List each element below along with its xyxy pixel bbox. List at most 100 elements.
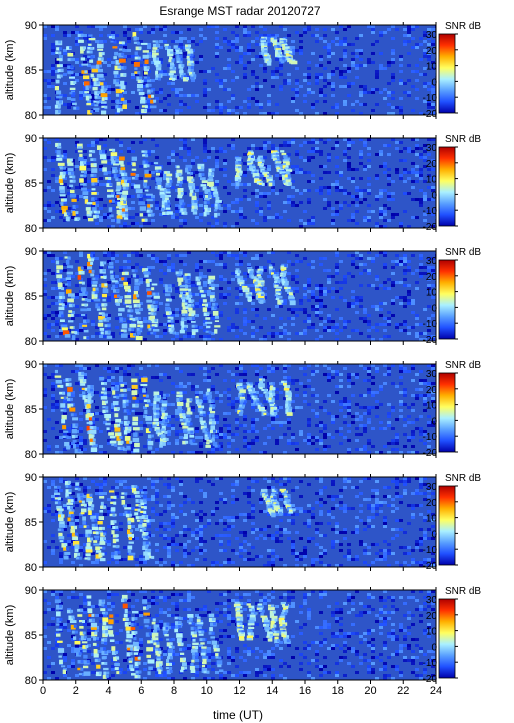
colorbar-tick-label: -20 — [423, 222, 438, 233]
echo-structure-3 — [235, 263, 296, 306]
colorbar-tick-label: 30 — [426, 595, 438, 606]
colorbar-tick-label: 10 — [426, 175, 438, 186]
x-tick-label: 6 — [138, 685, 144, 697]
colorbar-tick-label: 0 — [431, 77, 437, 88]
y-tick-label: 90 — [25, 20, 37, 32]
y-axis-label: altitude (km) — [4, 153, 16, 214]
colorbar-tick-label: 0 — [431, 303, 437, 314]
y-axis-label: altitude (km) — [4, 492, 16, 553]
x-tick-label: 24 — [430, 685, 442, 697]
radar-panel-2: 80 85 90 altitude (km) SNR dB 30 20 10 0 -10 -20 — [4, 133, 481, 235]
colorbar-tick-label: -10 — [423, 658, 438, 669]
echo-structure-2 — [151, 40, 197, 82]
x-ticks — [42, 22, 437, 119]
colorbar-tick-label: 10 — [426, 288, 438, 299]
echo-structure-1 — [55, 253, 157, 341]
colorbar: SNR dB 30 20 10 0 -10 -20 — [423, 473, 482, 572]
radar-panel-4: 80 85 90 altitude (km) SNR dB 30 20 10 0 -10 -20 — [4, 359, 481, 461]
colorbar-tick-label: 20 — [426, 498, 438, 509]
y-tick-label: 90 — [25, 472, 37, 484]
colorbar-tick-label: 30 — [426, 143, 438, 154]
echo-structure-2 — [260, 488, 296, 518]
y-tick-label: 85 — [25, 178, 37, 190]
x-tick-label: 18 — [332, 685, 344, 697]
colorbar-label: SNR dB — [445, 21, 481, 32]
radar-panel-3: 80 85 90 altitude (km) SNR dB 30 20 10 0 -10 -20 — [4, 246, 481, 348]
y-ticks: 80 85 90 — [25, 472, 43, 574]
x-axis-label: time (UT) — [213, 708, 263, 722]
colorbar-tick-label: -10 — [423, 545, 438, 556]
radar-panel-1: 80 85 90 altitude (km) SNR dB 30 20 10 0 -10 -20 — [4, 20, 481, 122]
colorbar-label: SNR dB — [445, 134, 481, 145]
colorbar-tick-label: -20 — [423, 561, 438, 572]
y-tick-label: 80 — [25, 449, 37, 461]
colorbar: SNR dB 30 20 10 0 -10 -20 — [423, 360, 482, 459]
colorbar-tick-label: -20 — [423, 448, 438, 459]
colorbar-tick-label: 30 — [426, 482, 438, 493]
echo-structure-2 — [153, 162, 222, 218]
colorbar: SNR dB 30 20 10 0 -10 -20 — [423, 247, 482, 346]
colorbar-tick-label: 30 — [426, 369, 438, 380]
y-tick-label: 85 — [25, 630, 37, 642]
x-tick-label: 20 — [364, 685, 376, 697]
y-ticks: 80 85 90 — [25, 20, 43, 122]
y-ticks: 80 85 90 — [25, 359, 43, 461]
y-tick-label: 90 — [25, 359, 37, 371]
x-tick-label: 2 — [73, 685, 79, 697]
colorbar-tick-label: 20 — [426, 272, 438, 283]
echo-structure-3 — [234, 150, 293, 187]
snr-field — [43, 590, 436, 680]
y-tick-label: 80 — [25, 110, 37, 122]
echo-structure-3 — [233, 601, 291, 644]
x-tick-label: 0 — [40, 685, 46, 697]
snr-field — [43, 477, 436, 567]
colorbar-tick-label: 30 — [426, 30, 438, 41]
colorbar-label: SNR dB — [445, 247, 481, 258]
colorbar-tick-label: 0 — [431, 416, 437, 427]
x-tick-label: 10 — [201, 685, 213, 697]
colorbar-gradient — [438, 146, 456, 227]
colorbar-tick-label: 10 — [426, 62, 438, 73]
colorbar: SNR dB 30 20 10 0 -10 -20 — [423, 134, 482, 233]
y-tick-label: 80 — [25, 223, 37, 235]
echo-structure-2 — [151, 613, 224, 675]
y-tick-label: 85 — [25, 517, 37, 529]
x-tick-label: 12 — [233, 685, 245, 697]
echo-structure-1 — [55, 142, 154, 224]
echo-structure-1 — [54, 32, 157, 115]
colorbar-tick-label: 30 — [426, 256, 438, 267]
x-ticks — [42, 135, 437, 232]
x-tick-label: 16 — [299, 685, 311, 697]
colorbar-tick-label: 0 — [431, 529, 437, 540]
y-tick-label: 80 — [25, 562, 37, 574]
x-tick-label: 22 — [397, 685, 409, 697]
figure-title: Esrange MST radar 20120727 — [159, 4, 321, 18]
echo-structure-3 — [260, 36, 298, 66]
colorbar-tick-label: 10 — [426, 401, 438, 412]
radar-panel-5: 80 85 90 altitude (km) SNR dB 30 20 10 0 -10 -20 — [4, 472, 481, 574]
y-tick-label: 80 — [25, 675, 37, 687]
colorbar: SNR dB 30 20 10 0 -10 -20 — [423, 21, 482, 120]
snr-field — [43, 251, 436, 341]
echo-structure-1 — [54, 369, 154, 454]
echo-structure-3 — [236, 378, 293, 417]
snr-field — [43, 138, 436, 228]
y-ticks: 80 85 90 — [25, 133, 43, 235]
y-tick-label: 90 — [25, 246, 37, 258]
echo-structure-2 — [152, 388, 221, 448]
colorbar-tick-label: -20 — [423, 109, 438, 120]
colorbar-tick-label: 20 — [426, 46, 438, 57]
colorbar-tick-label: 20 — [426, 385, 438, 396]
colorbar-tick-label: -10 — [423, 93, 438, 104]
colorbar-tick-label: 20 — [426, 611, 438, 622]
colorbar-tick-label: -10 — [423, 319, 438, 330]
colorbar-gradient — [438, 259, 456, 340]
y-axis-label: altitude (km) — [4, 40, 16, 101]
x-tick-label: 14 — [266, 685, 278, 697]
colorbar-tick-label: 20 — [426, 159, 438, 170]
colorbar-gradient — [438, 485, 456, 566]
colorbar-tick-label: 0 — [431, 190, 437, 201]
